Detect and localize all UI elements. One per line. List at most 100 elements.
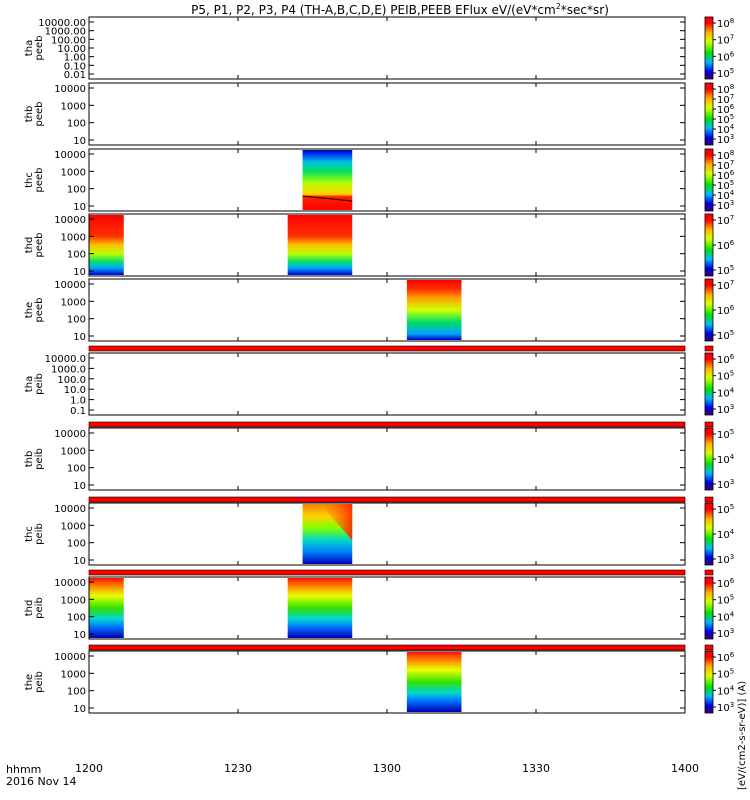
- colorbar-tick-label: 103: [717, 199, 734, 212]
- colorbar-tick-label: 106: [717, 169, 735, 182]
- colorbar-tick-label: 103: [717, 403, 734, 416]
- colorbar-tick-label: 107: [717, 159, 734, 172]
- panel-frame: [88, 650, 686, 714]
- y-axis-label-product: peeb: [34, 168, 45, 193]
- y-tick-label: 100: [67, 464, 86, 475]
- y-tick-label: 100: [67, 315, 86, 326]
- y-tick-label: 10: [73, 332, 86, 343]
- y-tick-label: 100.00: [51, 35, 86, 46]
- colorbar-tick-label: 103: [717, 133, 734, 146]
- panel-frame: [88, 502, 686, 566]
- panel-frame: [88, 148, 686, 212]
- y-tick-label: 10000: [54, 429, 86, 440]
- y-tick-label: 1000.0: [51, 364, 86, 375]
- plot-title: P5, P1, P2, P3, P4 (TH-A,B,C,D,E) PEIB,P…: [191, 2, 609, 17]
- colorbar: [704, 278, 714, 342]
- colorbar-tick-label: 107: [717, 279, 734, 292]
- colorbar: [704, 576, 714, 640]
- x-tick-label: 1200: [75, 762, 103, 775]
- y-tick-label: 100: [67, 613, 86, 624]
- spectrogram-feature: [319, 504, 353, 541]
- x-axis-label-hhmm: hhmm: [6, 763, 41, 776]
- colorbar-red-strip: [704, 644, 714, 651]
- y-tick-label: 10000: [54, 150, 86, 161]
- y-axis-label-probe: thb: [24, 451, 35, 468]
- y-axis-label-probe: thb: [24, 106, 35, 123]
- y-tick-label: 0.1: [70, 406, 86, 417]
- colorbar-tick-label: 105: [717, 264, 734, 277]
- colorbar-tick-label: 105: [717, 668, 734, 681]
- colorbar-tick-label: 106: [717, 651, 735, 664]
- y-axis-label-probe: tha: [24, 40, 35, 56]
- panel-frame: [88, 213, 686, 277]
- colorbar-red-strip: [704, 569, 714, 576]
- panel-frame: [88, 16, 686, 80]
- y-tick-label: 10: [73, 630, 86, 641]
- y-tick-label: 1000: [61, 521, 86, 532]
- y-tick-label: 100.0: [57, 375, 86, 386]
- panel-frame: [88, 576, 686, 640]
- colorbar: [704, 650, 714, 714]
- y-axis-label-product: peeb: [34, 36, 45, 61]
- colorbar-tick-label: 107: [717, 34, 734, 47]
- colorbar-tick-label: 103: [717, 553, 734, 566]
- colorbar: [704, 352, 714, 416]
- y-tick-label: 10000.00: [38, 18, 86, 29]
- colorbar-tick-label: 106: [717, 353, 735, 366]
- colorbar-tick-label: 104: [717, 123, 735, 136]
- colorbar-tick-label: 105: [717, 503, 734, 516]
- spectrogram-block: [287, 215, 353, 275]
- y-tick-label: 10000: [54, 652, 86, 663]
- y-tick-label: 1000.00: [45, 27, 86, 38]
- y-axis-label-probe: the: [24, 302, 35, 318]
- y-tick-label: 100: [67, 119, 86, 130]
- colorbar-tick-label: 105: [717, 428, 734, 441]
- y-tick-label: 1000: [61, 232, 86, 243]
- colorbar-red-strip: [704, 421, 714, 428]
- y-tick-label: 10: [73, 556, 86, 567]
- y-tick-label: 100: [67, 250, 86, 261]
- panel-frame: [88, 427, 686, 491]
- y-tick-label: 1000: [61, 446, 86, 457]
- colorbar-tick-label: 107: [717, 93, 734, 106]
- y-axis-label-product: peib: [34, 523, 45, 545]
- x-tick-label: 1300: [373, 762, 401, 775]
- y-tick-label: 10000: [54, 280, 86, 291]
- colorbar-red-strip: [704, 345, 714, 352]
- red-strip: [88, 421, 686, 428]
- y-tick-label: 10000: [54, 578, 86, 589]
- y-tick-label: 1.0: [70, 396, 86, 407]
- colorbar-tick-label: 104: [717, 453, 735, 466]
- y-tick-label: 10000: [54, 215, 86, 226]
- colorbar-tick-label: 104: [717, 610, 735, 623]
- spectrogram-block: [406, 652, 462, 712]
- y-tick-label: 1000: [61, 297, 86, 308]
- y-tick-label: 1000: [61, 167, 86, 178]
- colorbar-label: [eV/(cm2-s-sr-eV)] (A): [737, 681, 748, 790]
- y-axis-label-probe: thc: [24, 172, 35, 188]
- y-tick-label: 1.00: [64, 53, 86, 64]
- colorbar-tick-label: 103: [717, 478, 734, 491]
- panel-frame: [88, 352, 686, 416]
- red-strip: [88, 569, 686, 576]
- y-tick-label: 0.01: [64, 70, 86, 81]
- panel-frame: [88, 278, 686, 342]
- x-tick-label: 1330: [522, 762, 550, 775]
- y-tick-label: 10: [73, 267, 86, 278]
- colorbar-tick-label: 105: [717, 67, 734, 80]
- colorbar-tick-label: 104: [717, 386, 735, 399]
- y-tick-label: 10: [73, 704, 86, 715]
- colorbar-tick-label: 108: [717, 17, 734, 30]
- spectrogram-block: [406, 280, 462, 340]
- y-axis-label-product: peib: [34, 597, 45, 619]
- y-tick-label: 1000: [61, 595, 86, 606]
- colorbar-tick-label: 106: [717, 304, 735, 317]
- colorbar-tick-label: 106: [717, 239, 735, 252]
- y-tick-label: 100: [67, 185, 86, 196]
- panel-thc-peib: 10000 1000 100 10 thc peib 103 104 105: [24, 502, 735, 576]
- y-tick-label: 0.10: [64, 61, 86, 72]
- colorbar-red-strip: [704, 496, 714, 503]
